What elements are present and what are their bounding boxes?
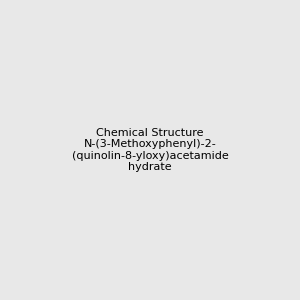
Text: Chemical Structure
N-(3-Methoxyphenyl)-2-
(quinolin-8-yloxy)acetamide
hydrate: Chemical Structure N-(3-Methoxyphenyl)-2… [72, 128, 228, 172]
